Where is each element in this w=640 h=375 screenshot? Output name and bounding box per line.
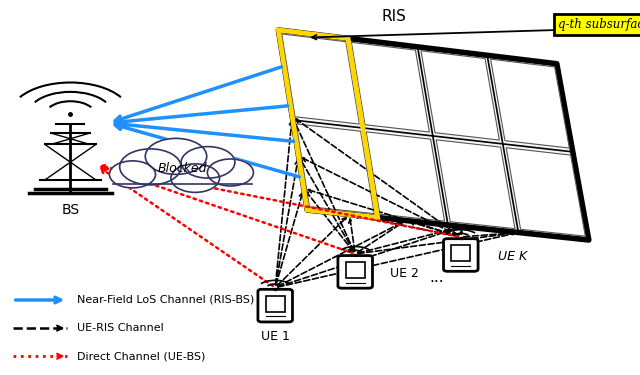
- Text: Direct Channel (UE-BS): Direct Channel (UE-BS): [77, 351, 205, 361]
- Polygon shape: [366, 132, 445, 221]
- Circle shape: [207, 159, 253, 186]
- FancyBboxPatch shape: [444, 238, 478, 272]
- Circle shape: [181, 147, 235, 178]
- Bar: [266, 296, 285, 312]
- Polygon shape: [278, 30, 589, 240]
- Text: BS: BS: [61, 202, 79, 216]
- Polygon shape: [491, 59, 570, 148]
- Bar: [451, 246, 470, 261]
- Polygon shape: [282, 34, 360, 124]
- Text: UE K: UE K: [498, 251, 527, 263]
- Text: UE-RIS Channel: UE-RIS Channel: [77, 323, 164, 333]
- FancyBboxPatch shape: [338, 256, 372, 288]
- Text: ...: ...: [429, 270, 444, 285]
- Text: UE 1: UE 1: [260, 330, 290, 344]
- Text: RIS: RIS: [381, 9, 406, 24]
- Polygon shape: [436, 140, 515, 229]
- Polygon shape: [351, 42, 429, 132]
- Text: q-th subsurface: q-th subsurface: [558, 18, 640, 31]
- FancyBboxPatch shape: [258, 290, 292, 322]
- Text: Near-Field LoS Channel (RIS-BS): Near-Field LoS Channel (RIS-BS): [77, 295, 254, 305]
- Polygon shape: [421, 51, 499, 140]
- Text: Blocked: Blocked: [157, 162, 207, 175]
- Circle shape: [120, 149, 181, 185]
- Circle shape: [145, 138, 207, 174]
- Circle shape: [109, 161, 156, 188]
- Polygon shape: [113, 176, 252, 184]
- Bar: [346, 262, 365, 278]
- Text: UE 2: UE 2: [390, 267, 419, 280]
- Circle shape: [171, 164, 220, 192]
- Polygon shape: [506, 148, 586, 236]
- Polygon shape: [296, 124, 374, 214]
